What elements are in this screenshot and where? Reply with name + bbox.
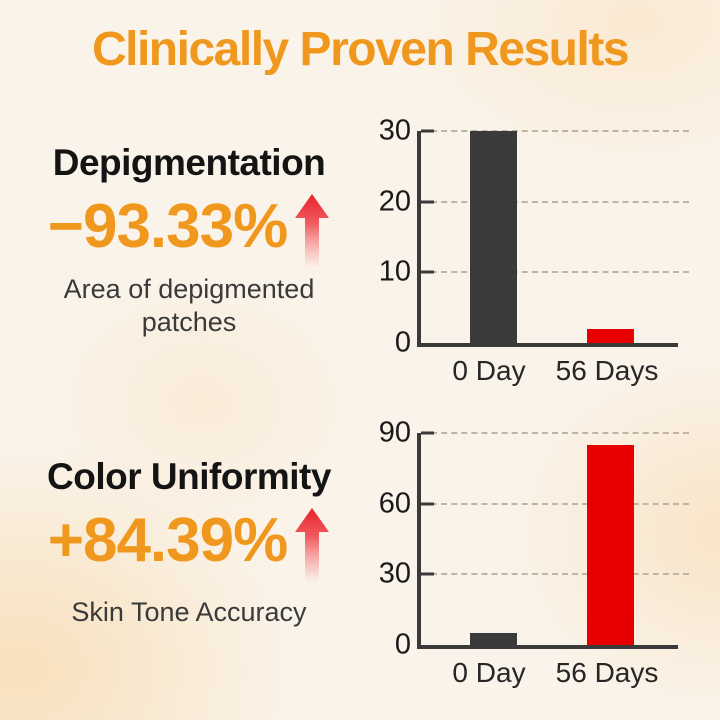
increase-arrow-icon xyxy=(295,194,330,268)
increase-arrow-icon xyxy=(295,508,330,582)
color-uniformity-stat-value: +84.39% xyxy=(47,506,288,575)
depigmentation-caption: Area of depigmented patches xyxy=(63,274,315,337)
depigmentation-x-axis-labels: 0 Day 56 Days xyxy=(417,355,678,393)
gridline xyxy=(421,573,689,576)
depigmentation-heading: Depigmentation xyxy=(52,142,326,183)
y-axis-tick-label: 0 xyxy=(394,326,411,359)
color-uniformity-caption: Skin Tone Accuracy xyxy=(71,597,307,627)
page-title: Clinically Proven Results xyxy=(91,23,630,76)
x-axis-label: 56 Days xyxy=(555,355,659,386)
depigmentation-stat-value: −93.33% xyxy=(47,192,288,261)
gridline xyxy=(421,502,689,505)
y-axis-tick-label: 0 xyxy=(394,628,411,661)
y-axis-tick-label: 30 xyxy=(378,114,411,147)
bar-0-day xyxy=(470,633,517,645)
depigmentation-stat-row: −93.33% xyxy=(6,192,372,268)
gridline xyxy=(421,432,689,434)
x-axis-label: 0 Day xyxy=(452,355,526,386)
depigmentation-text-block: Depigmentation −93.33% Area of depigment… xyxy=(6,142,372,339)
color-uniformity-x-axis-labels: 0 Day 56 Days xyxy=(417,657,678,695)
bar-56-days xyxy=(587,328,634,343)
y-axis-tick xyxy=(421,502,434,506)
gridline xyxy=(421,271,689,274)
y-axis-tick xyxy=(421,200,434,204)
y-axis-tick xyxy=(421,129,434,133)
color-uniformity-bar-chart: 0 30 60 90 0 Day 56 Days xyxy=(379,418,689,695)
color-uniformity-heading: Color Uniformity xyxy=(47,456,331,497)
y-axis-tick xyxy=(421,270,434,274)
y-axis-tick-label: 20 xyxy=(378,185,411,218)
bar-0-day xyxy=(470,131,517,343)
bar-56-days xyxy=(587,444,634,645)
color-uniformity-stat-row: +84.39% xyxy=(6,506,372,582)
y-axis-tick-label: 90 xyxy=(378,416,411,449)
y-axis-tick xyxy=(421,431,434,435)
y-axis-tick-label: 10 xyxy=(378,255,411,288)
y-axis-tick-label: 60 xyxy=(378,487,411,520)
x-axis-label: 0 Day xyxy=(452,657,526,688)
gridline xyxy=(421,130,689,132)
gridline xyxy=(421,200,689,203)
x-axis-label: 56 Days xyxy=(555,657,659,688)
color-uniformity-text-block: Color Uniformity +84.39% Skin Tone Accur… xyxy=(6,456,372,629)
depigmentation-bar-chart: 0 10 20 30 0 Day 56 Days xyxy=(379,116,689,393)
y-axis-tick-label: 30 xyxy=(378,557,411,590)
y-axis-tick xyxy=(421,572,434,576)
depigmentation-plot-area: 0 10 20 30 xyxy=(379,116,689,357)
color-uniformity-plot-area: 0 30 60 90 xyxy=(379,418,689,659)
